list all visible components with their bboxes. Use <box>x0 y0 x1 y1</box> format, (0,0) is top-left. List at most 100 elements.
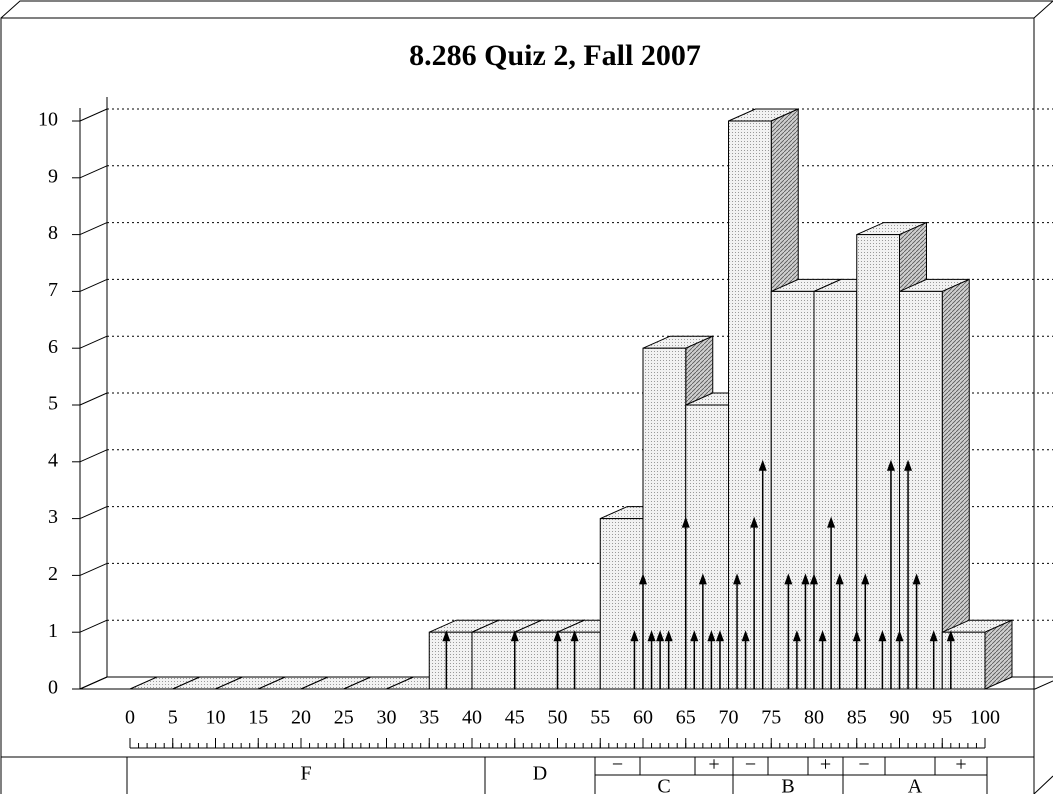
bar-side <box>984 619 1013 690</box>
x-tick-label: 10 <box>206 707 226 729</box>
x-tick-label: 15 <box>248 707 268 729</box>
score-arrowhead <box>750 516 759 528</box>
grid-connector <box>79 165 108 179</box>
x-tick-label: 100 <box>970 707 1000 729</box>
frame <box>0 17 1035 799</box>
score-arrowhead <box>681 516 690 528</box>
x-tick-label: 85 <box>847 707 867 729</box>
score-arrowhead <box>510 630 519 642</box>
score-arrowhead <box>664 630 673 642</box>
x-tick-label: 35 <box>419 707 439 729</box>
score-arrowhead <box>741 630 750 642</box>
y-tick-label: 0 <box>48 677 58 699</box>
bar <box>642 347 687 690</box>
x-tick-label: 60 <box>633 707 653 729</box>
score-arrowhead <box>946 630 955 642</box>
score-arrowhead <box>758 459 767 471</box>
y-tick-label: 6 <box>48 336 58 358</box>
score-arrowhead <box>929 630 938 642</box>
score-arrowhead <box>715 630 724 642</box>
x-tick-label: 0 <box>125 707 135 729</box>
x-tick-label: 40 <box>462 707 482 729</box>
x-tick-label: 20 <box>291 707 311 729</box>
score-arrowhead <box>912 573 921 585</box>
score-arrowhead <box>784 573 793 585</box>
grid-connector <box>79 562 108 576</box>
x-tick-label: 90 <box>890 707 910 729</box>
bar <box>941 631 986 690</box>
score-arrowhead <box>698 573 707 585</box>
score-arrowhead <box>801 573 810 585</box>
bar <box>856 234 900 690</box>
score-arrowhead <box>886 459 895 471</box>
y-tick-label: 8 <box>48 222 58 244</box>
grade-label: F <box>300 763 311 785</box>
x-tick-label: 65 <box>676 707 696 729</box>
score-arrowhead <box>690 630 699 642</box>
score-arrowhead <box>647 630 656 642</box>
score-arrowhead <box>810 573 818 585</box>
grid-connector <box>79 449 108 463</box>
x-tick-label: 30 <box>377 707 397 729</box>
bar <box>899 290 943 690</box>
score-arrowhead <box>904 459 913 471</box>
grid-connector <box>79 619 108 633</box>
score-arrowhead <box>442 630 451 642</box>
bar <box>770 290 815 690</box>
grid-connector <box>79 278 108 292</box>
score-arrowhead <box>792 630 801 642</box>
grid-connector <box>79 506 108 520</box>
y-tick-label: 9 <box>48 165 58 187</box>
x-tick-label: 55 <box>590 707 610 729</box>
score-arrowhead <box>818 630 827 642</box>
grid-connector <box>79 222 108 236</box>
grade-label: A <box>908 776 923 794</box>
score-arrowhead <box>553 630 562 642</box>
table-corner <box>1033 775 1053 795</box>
bar <box>813 290 858 690</box>
score-arrowhead <box>895 630 904 642</box>
grade-minus: − <box>612 754 623 776</box>
grid-connector <box>79 676 108 690</box>
score-arrowhead <box>861 573 870 585</box>
x-tick-label: 95 <box>932 707 952 729</box>
bar <box>471 631 516 690</box>
bar <box>685 404 729 690</box>
grade-plus: + <box>820 754 831 776</box>
score-arrowhead <box>878 630 887 642</box>
grid-connector <box>79 335 108 349</box>
bar <box>599 518 644 690</box>
x-tick-label: 70 <box>719 707 739 729</box>
score-arrowhead <box>827 516 836 528</box>
score-arrowhead <box>630 630 639 642</box>
score-arrowhead <box>639 573 647 585</box>
x-tick-label: 25 <box>334 707 354 729</box>
grid-connector <box>79 108 108 122</box>
y-tick-label: 1 <box>48 620 58 642</box>
bar <box>428 631 473 690</box>
grade-label: B <box>781 776 794 794</box>
grade-plus: + <box>708 754 719 776</box>
y-tick-label: 10 <box>38 109 58 131</box>
score-arrowhead <box>733 573 742 585</box>
y-tick-label: 7 <box>48 279 58 301</box>
bar <box>557 631 601 690</box>
score-arrowhead <box>852 630 861 642</box>
grid-connector <box>79 392 108 406</box>
score-arrowhead <box>570 630 579 642</box>
grade-minus: − <box>745 754 756 776</box>
x-tick-label: 45 <box>505 707 525 729</box>
y-tick-label: 2 <box>48 563 58 585</box>
y-tick-label: 4 <box>48 449 58 471</box>
grade-label: D <box>533 763 547 785</box>
frame-depth <box>0 0 1053 19</box>
bar <box>514 631 558 690</box>
x-tick-label: 75 <box>761 707 781 729</box>
score-arrowhead <box>835 573 844 585</box>
y-tick-label: 5 <box>48 393 58 415</box>
x-tick-label: 5 <box>168 707 178 729</box>
x-tick-label: 80 <box>804 707 824 729</box>
grade-minus: − <box>858 754 869 776</box>
y-tick-label: 3 <box>48 506 58 528</box>
